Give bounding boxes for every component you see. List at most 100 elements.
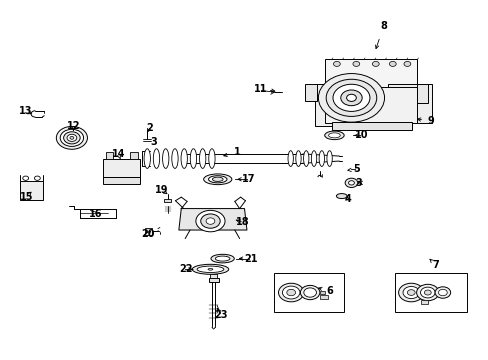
Ellipse shape [208, 176, 226, 183]
Ellipse shape [295, 151, 301, 166]
Ellipse shape [324, 131, 344, 140]
Ellipse shape [311, 151, 316, 166]
Circle shape [434, 287, 450, 298]
Text: 15: 15 [20, 192, 33, 202]
Bar [130, 152, 137, 158]
Bar [145, 228, 152, 235]
Text: 2: 2 [145, 123, 152, 133]
Circle shape [348, 181, 354, 185]
Bar [394, 273, 466, 312]
Text: 20: 20 [141, 229, 155, 239]
Ellipse shape [171, 149, 178, 168]
Circle shape [60, 129, 83, 147]
Text: 11: 11 [254, 84, 267, 94]
Circle shape [282, 286, 299, 299]
Text: 12: 12 [66, 121, 80, 131]
Circle shape [340, 90, 362, 106]
Text: 23: 23 [214, 310, 227, 320]
Text: 7: 7 [431, 260, 438, 270]
Circle shape [352, 62, 359, 66]
Circle shape [372, 62, 378, 66]
Ellipse shape [190, 149, 196, 168]
Text: 9: 9 [427, 116, 434, 126]
Bar [324, 87, 416, 123]
Bar [106, 152, 113, 158]
Text: 19: 19 [155, 185, 168, 195]
Text: 5: 5 [352, 164, 359, 174]
Text: 3: 3 [150, 138, 157, 148]
Bar [273, 273, 344, 312]
Circle shape [70, 136, 74, 139]
Text: 18: 18 [235, 217, 249, 227]
Bar [416, 84, 427, 103]
Bar [103, 158, 140, 177]
Circle shape [300, 285, 319, 300]
Circle shape [34, 176, 40, 180]
Bar [103, 177, 140, 184]
Circle shape [332, 84, 369, 111]
Circle shape [388, 62, 395, 66]
Bar [164, 199, 171, 202]
Circle shape [325, 79, 376, 116]
Bar [319, 295, 327, 298]
Bar [305, 84, 317, 102]
Ellipse shape [328, 133, 340, 138]
Ellipse shape [192, 264, 228, 274]
Polygon shape [179, 208, 246, 230]
Text: 4: 4 [344, 194, 350, 204]
Circle shape [403, 62, 410, 66]
Circle shape [438, 289, 447, 296]
Bar [319, 292, 324, 294]
Ellipse shape [212, 177, 223, 181]
Bar [20, 181, 43, 200]
Circle shape [407, 290, 414, 296]
Circle shape [67, 134, 77, 141]
Circle shape [63, 132, 80, 144]
Text: 17: 17 [242, 174, 255, 184]
Ellipse shape [208, 149, 215, 168]
Circle shape [345, 178, 357, 188]
Ellipse shape [303, 151, 308, 166]
Text: 21: 21 [244, 253, 258, 264]
Circle shape [398, 283, 423, 302]
Text: 8: 8 [379, 21, 386, 31]
Circle shape [402, 287, 419, 298]
Text: 14: 14 [112, 149, 125, 159]
Circle shape [23, 176, 29, 180]
Bar [314, 84, 353, 126]
Circle shape [318, 73, 384, 122]
Ellipse shape [326, 151, 331, 166]
Text: 22: 22 [179, 264, 192, 274]
Circle shape [286, 289, 295, 296]
Text: 10: 10 [354, 130, 367, 140]
Circle shape [416, 284, 438, 301]
Text: 3: 3 [355, 178, 362, 188]
Circle shape [333, 62, 340, 66]
Ellipse shape [199, 149, 205, 168]
Ellipse shape [207, 269, 212, 270]
Ellipse shape [181, 149, 187, 168]
Ellipse shape [210, 254, 234, 263]
Circle shape [346, 94, 356, 102]
Ellipse shape [153, 149, 159, 168]
Ellipse shape [162, 149, 168, 168]
Bar [209, 274, 216, 278]
Ellipse shape [203, 174, 231, 185]
Bar [420, 300, 427, 303]
Ellipse shape [197, 266, 224, 273]
Circle shape [201, 214, 220, 228]
Bar [387, 84, 431, 123]
Bar [208, 278, 218, 282]
Circle shape [56, 126, 87, 149]
Text: 16: 16 [88, 209, 102, 219]
Bar [324, 59, 416, 89]
Circle shape [420, 287, 434, 298]
Circle shape [278, 283, 303, 302]
Bar [331, 122, 411, 130]
Ellipse shape [215, 256, 229, 261]
Text: 6: 6 [325, 286, 332, 296]
Circle shape [303, 288, 316, 297]
Ellipse shape [287, 151, 293, 166]
Circle shape [196, 210, 224, 232]
Text: 1: 1 [233, 147, 240, 157]
